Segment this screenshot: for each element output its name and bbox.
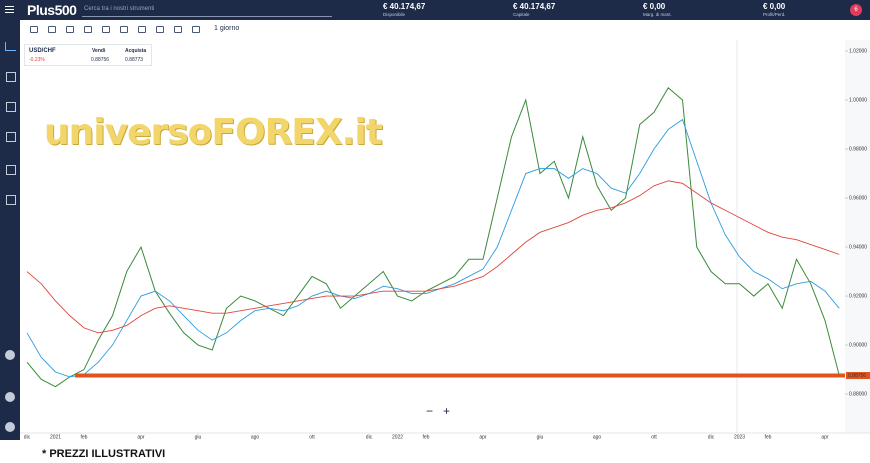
x-tick-label: ago bbox=[251, 434, 260, 440]
x-tick-label: feb bbox=[423, 434, 430, 440]
change: -0.23% bbox=[29, 57, 45, 63]
notification-badge[interactable]: 6 bbox=[850, 4, 862, 16]
stat-value: € 40.174,67 bbox=[513, 2, 556, 11]
search-box[interactable]: Cerca tra i nostri strumenti bbox=[82, 3, 332, 17]
menu-icon[interactable] bbox=[5, 6, 14, 7]
buy-price[interactable]: 0.88773 bbox=[125, 57, 144, 63]
stat-value: € 40.174,67 bbox=[383, 2, 426, 11]
x-tick-label: giu bbox=[195, 434, 202, 440]
x-tick-label: apr bbox=[137, 434, 145, 440]
footer-note: * PREZZI ILLUSTRATIVI bbox=[42, 448, 166, 460]
y-tick-label: 0.88000 bbox=[849, 391, 867, 397]
top-bar: Plus500 Cerca tra i nostri strumenti € 4… bbox=[0, 0, 870, 20]
instrument-box: USD/CHF -0.23% Vendi 0.88756 Acquista 0.… bbox=[24, 44, 152, 66]
logo: Plus500 bbox=[27, 2, 77, 18]
sell-price[interactable]: 0.88756 bbox=[91, 57, 110, 63]
nav-item[interactable] bbox=[6, 72, 16, 82]
tool-button[interactable] bbox=[156, 26, 164, 33]
stat-label: Marg. di mant. bbox=[643, 12, 672, 17]
y-tick-label: 0.94000 bbox=[849, 244, 867, 250]
sell-label: Vendi bbox=[92, 48, 106, 54]
stat-label: Disponibile bbox=[383, 12, 406, 17]
y-tick-label: 0.98000 bbox=[849, 146, 867, 152]
stat-value: € 0,00 bbox=[763, 2, 786, 11]
y-axis-panel bbox=[845, 40, 870, 433]
watermark: universoFOREX.it bbox=[44, 112, 383, 153]
stat: € 40.174,67 Capitale bbox=[513, 2, 555, 17]
x-tick-label: dic bbox=[24, 434, 31, 440]
y-tick-label: 1.00000 bbox=[849, 97, 867, 103]
stat: € 40.174,67 Disponibile bbox=[383, 2, 425, 17]
period-selector[interactable]: 1 giorno bbox=[214, 25, 240, 32]
x-tick-label: apr bbox=[479, 434, 487, 440]
buy-label: Acquista bbox=[125, 48, 147, 54]
series-line bbox=[26, 180, 840, 334]
tool-button[interactable] bbox=[192, 26, 200, 33]
nav-item[interactable] bbox=[5, 422, 15, 432]
tool-button[interactable] bbox=[66, 26, 74, 33]
nav-item[interactable] bbox=[6, 195, 16, 205]
stat: € 0,00 Marg. di mant. bbox=[643, 2, 672, 17]
stat-label: Capitale bbox=[513, 12, 530, 17]
zoom-in[interactable]: + bbox=[443, 404, 451, 418]
toolbar: 1 giorno bbox=[20, 20, 870, 40]
x-tick-label: 2022 bbox=[392, 434, 403, 440]
current-price-tag bbox=[846, 372, 870, 380]
series-line bbox=[26, 87, 840, 388]
tool-button[interactable] bbox=[102, 26, 110, 33]
current-price-label: 0.88756 bbox=[848, 373, 866, 379]
nav-item[interactable] bbox=[6, 102, 16, 112]
x-tick-label: ott bbox=[651, 434, 657, 440]
zoom-out[interactable]: − bbox=[426, 404, 434, 418]
y-tick-label: 0.90000 bbox=[849, 342, 867, 348]
nav-item[interactable] bbox=[5, 350, 15, 360]
x-tick-label: ott bbox=[309, 434, 315, 440]
nav-item[interactable] bbox=[5, 392, 15, 402]
x-tick-label: 2023 bbox=[734, 434, 745, 440]
y-tick-label: 0.96000 bbox=[849, 195, 867, 201]
tool-button[interactable] bbox=[174, 26, 182, 33]
tool-button[interactable] bbox=[84, 26, 92, 33]
nav-item[interactable] bbox=[6, 132, 16, 142]
x-tick-label: 2021 bbox=[50, 434, 61, 440]
symbol: USD/CHF bbox=[29, 48, 56, 54]
x-tick-label: ago bbox=[593, 434, 602, 440]
tool-button[interactable] bbox=[138, 26, 146, 33]
x-tick-label: feb bbox=[81, 434, 88, 440]
x-tick-label: dic bbox=[708, 434, 715, 440]
sidebar bbox=[0, 20, 20, 440]
tool-button[interactable] bbox=[48, 26, 56, 33]
tool-button[interactable] bbox=[30, 26, 38, 33]
tool-button[interactable] bbox=[120, 26, 128, 33]
stat: € 0,00 Profit/Perd. bbox=[763, 2, 786, 17]
series-line bbox=[26, 118, 840, 378]
x-tick-label: feb bbox=[765, 434, 772, 440]
y-tick-label: 0.92000 bbox=[849, 293, 867, 299]
stat-value: € 0,00 bbox=[643, 2, 666, 11]
stat-label: Profit/Perd. bbox=[763, 12, 786, 17]
x-tick-label: giu bbox=[537, 434, 544, 440]
x-tick-label: dic bbox=[366, 434, 373, 440]
x-tick-label: apr bbox=[821, 434, 829, 440]
y-tick-label: 1.02000 bbox=[849, 48, 867, 54]
nav-chart[interactable] bbox=[5, 42, 16, 51]
nav-item[interactable] bbox=[6, 165, 16, 175]
